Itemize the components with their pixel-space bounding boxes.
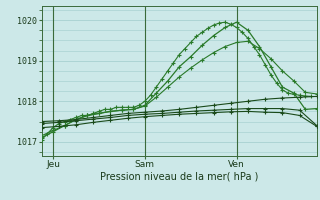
X-axis label: Pression niveau de la mer( hPa ): Pression niveau de la mer( hPa )	[100, 172, 258, 182]
